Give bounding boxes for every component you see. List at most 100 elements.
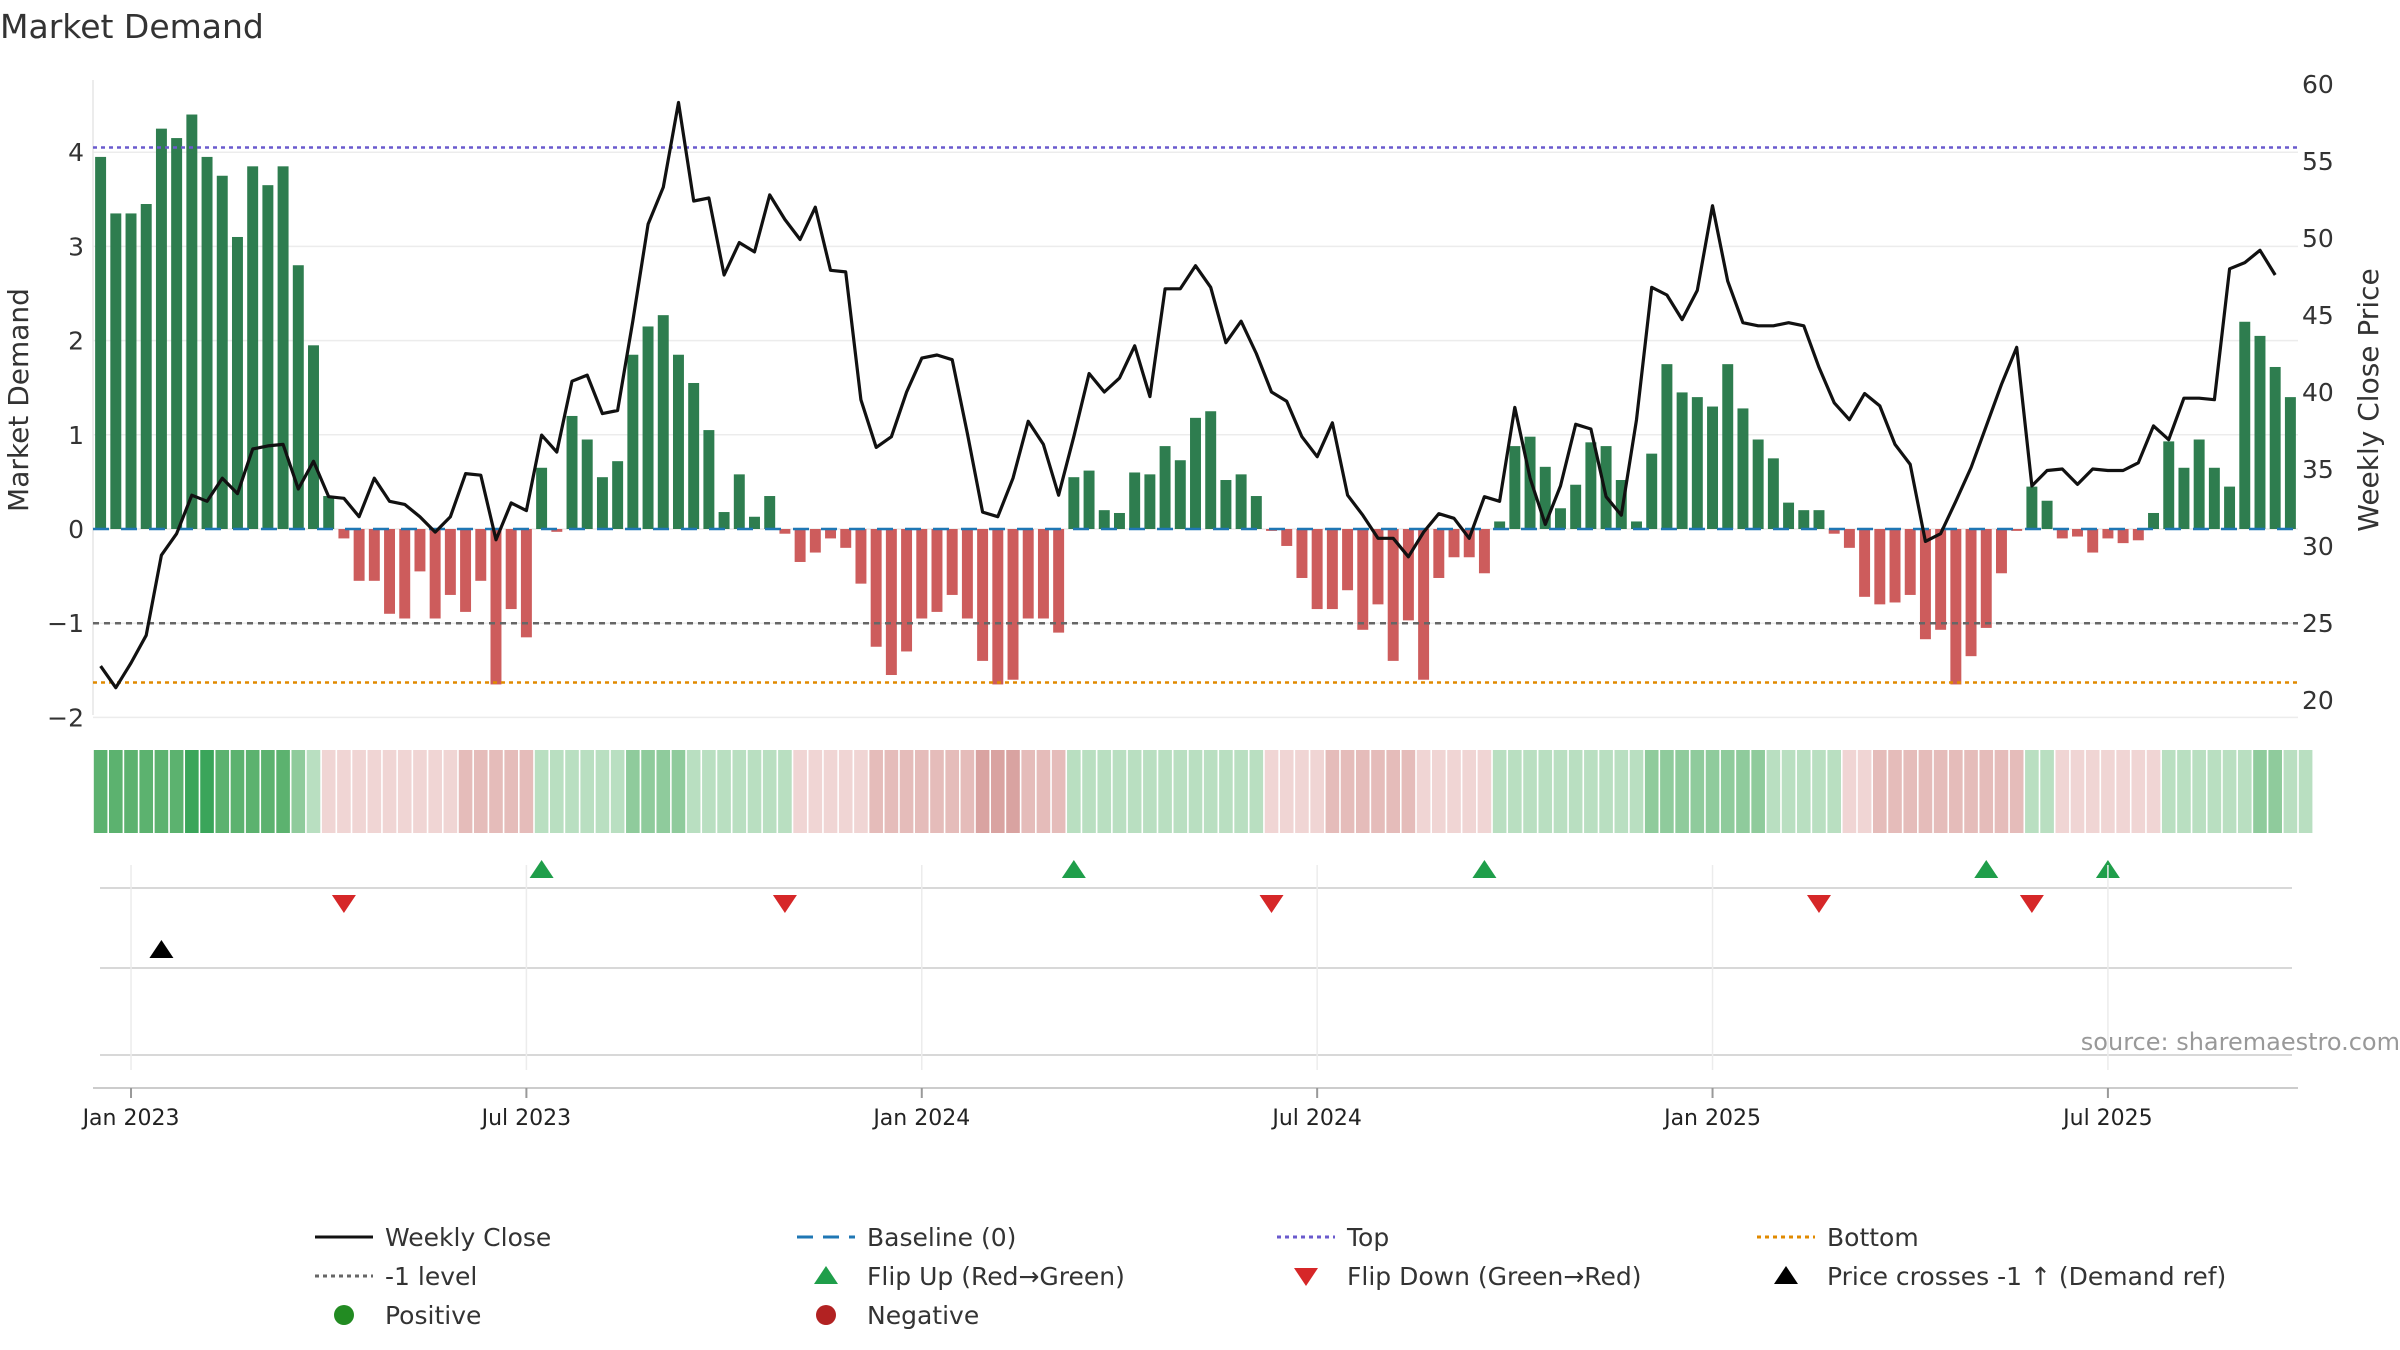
demand-strip-cell [200, 750, 214, 833]
demand-strip-cell [1538, 750, 1553, 833]
demand-strip-cell [1903, 750, 1918, 833]
positive-demand-bar [1113, 512, 1125, 529]
demand-strip-cell [1614, 750, 1629, 833]
positive-demand-bar [1570, 484, 1582, 529]
positive-demand-bar [672, 354, 684, 529]
demand-strip-cell [1416, 750, 1431, 833]
legend-label: Flip Up (Red→Green) [867, 1262, 1125, 1291]
negative-demand-bar [885, 529, 897, 676]
demand-strip-cell [2222, 750, 2237, 833]
positive-demand-bar [2193, 439, 2205, 529]
negative-demand-bar [1843, 529, 1855, 548]
demand-strip-cell [762, 750, 777, 833]
demand-strip-cell [1842, 750, 1857, 833]
negative-demand-bar [2117, 529, 2129, 544]
demand-strip-cell [869, 750, 883, 833]
negative-demand-bar [429, 529, 441, 619]
negative-demand-bar [1311, 529, 1323, 610]
demand-strip-cell [2085, 750, 2100, 833]
positive-demand-bar [171, 138, 183, 529]
positive-demand-bar [323, 496, 335, 529]
demand-strip-cell [1918, 750, 1933, 833]
demand-strip-cell [686, 750, 701, 833]
demand-strip-cell [1492, 750, 1507, 833]
positive-demand-bar [1752, 439, 1764, 529]
demand-strip-cell [2268, 750, 2282, 833]
positive-demand-bar [1539, 466, 1551, 529]
demand-strip-cell [2298, 750, 2313, 833]
negative-demand-bar [870, 529, 882, 647]
positive-demand-bar [2208, 467, 2220, 529]
demand-strip-cell [245, 750, 260, 833]
demand-strip-cell [702, 750, 716, 833]
negative-demand-bar [1965, 529, 1977, 657]
positive-demand-bar [140, 204, 152, 529]
demand-strip-cell [1234, 750, 1248, 833]
price-cross-marker [149, 940, 174, 958]
positive-demand-bar [1615, 480, 1627, 529]
demand-strip-cell [2009, 750, 2024, 833]
negative-demand-bar [1418, 529, 1430, 680]
positive-demand-bar [688, 382, 700, 529]
demand-strip-cell [2101, 750, 2115, 833]
demand-strip-cell [991, 750, 1005, 833]
y2-tick-label: 45 [2302, 301, 2334, 330]
legend-label: Weekly Close [385, 1223, 551, 1252]
demand-strip-cell [1051, 750, 1066, 833]
flip-up-marker [529, 860, 554, 878]
demand-strip-cell [2161, 750, 2176, 833]
negative-demand-bar [384, 529, 396, 614]
positive-demand-bar [95, 156, 107, 529]
negative-demand-bar [1874, 529, 1886, 605]
demand-strip-cell [1295, 750, 1309, 833]
demand-strip-cell [580, 750, 595, 833]
demand-strip-cell [504, 750, 518, 833]
negative-demand-bar [551, 529, 563, 532]
positive-demand-bar [627, 354, 639, 529]
demand-strip-cell [473, 750, 488, 833]
positive-demand-bar [2178, 467, 2190, 529]
positive-demand-bar [1220, 480, 1232, 529]
negative-demand-bar [1037, 529, 1049, 619]
negative-demand-bar [779, 529, 791, 534]
demand-strip-cell [169, 750, 184, 833]
y-tick-label: −2 [47, 703, 84, 732]
demand-strip-cell [337, 750, 351, 833]
flip-down-marker [772, 895, 797, 913]
negative-demand-bar [2087, 529, 2099, 553]
flip-up-marker [1472, 860, 1497, 878]
demand-strip-cell [1705, 750, 1720, 833]
negative-demand-bar [1007, 529, 1019, 680]
negative-demand-bar [520, 529, 532, 638]
positive-demand-bar [566, 415, 578, 529]
negative-demand-bar [444, 529, 456, 595]
demand-strip-cell [914, 750, 929, 833]
demand-strip-cell [823, 750, 838, 833]
negative-demand-bar [2011, 529, 2023, 531]
positive-demand-bar [292, 265, 304, 529]
negative-demand-bar [475, 529, 487, 581]
demand-strip-cell [276, 750, 290, 833]
positive-demand-bar [125, 213, 137, 529]
negative-demand-bar [1828, 529, 1840, 534]
demand-strip-cell [899, 750, 914, 833]
y2-tick-label: 25 [2302, 609, 2334, 638]
positive-demand-bar [2041, 500, 2053, 529]
demand-strip-cell [1523, 750, 1537, 833]
positive-demand-bar [1235, 474, 1247, 529]
demand-strip-cell [382, 750, 397, 833]
demand-strip-cell [1933, 750, 1948, 833]
y2-tick-label: 55 [2302, 147, 2334, 176]
demand-strip-cell [565, 750, 579, 833]
demand-strip-cell [671, 750, 686, 833]
negative-demand-bar [1281, 529, 1293, 546]
positive-demand-bar [1737, 408, 1749, 529]
demand-strip-cell [2237, 750, 2252, 833]
positive-demand-bar [749, 516, 760, 529]
demand-strip-cell [1720, 750, 1735, 833]
legend-swatch-triangle [814, 1266, 838, 1284]
demand-strip-cell [291, 750, 306, 833]
legend-swatch-dot [816, 1305, 836, 1325]
x-tick-label: Jul 2024 [1270, 1106, 1362, 1131]
positive-demand-bar [1494, 521, 1506, 529]
